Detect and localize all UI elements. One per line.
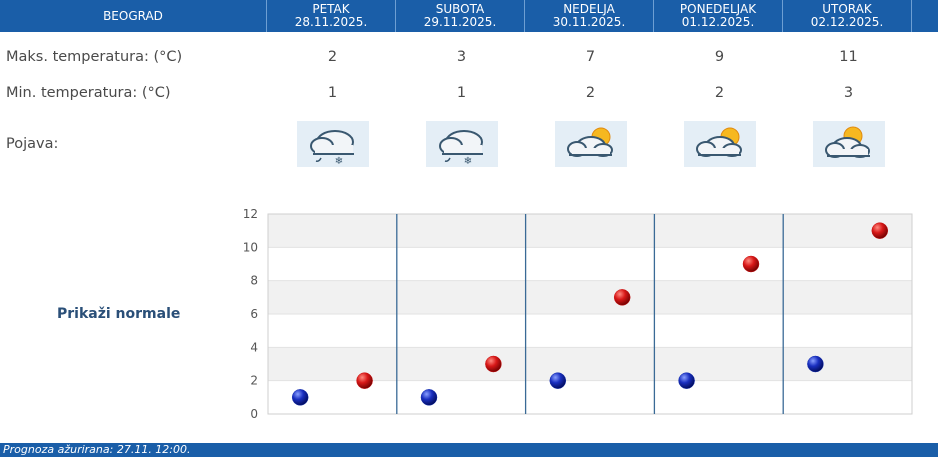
- min-temp-point: [549, 372, 567, 389]
- day-header-2: NEDELJA 30.11.2025.: [525, 0, 654, 32]
- partly-cloudy-icon: [813, 121, 885, 167]
- day-date: 01.12.2025.: [681, 15, 755, 29]
- y-tick-label: 0: [250, 407, 258, 421]
- min-temp-value: 3: [843, 85, 854, 101]
- grid-band: [268, 347, 912, 381]
- phenomenon-label: Pojava:: [6, 136, 59, 152]
- grid-band: [268, 214, 912, 248]
- day-date: 29.11.2025.: [423, 15, 497, 29]
- day-name: SUBOTA: [435, 2, 485, 16]
- temperature-chart: 0 2 4 6 8 10 12: [243, 207, 913, 421]
- show-normals-button[interactable]: Prikaži normale: [57, 306, 181, 322]
- grid-band: [268, 280, 912, 314]
- min-temp-point: [291, 389, 309, 406]
- max-temp-point: [356, 372, 373, 389]
- day-header-4: UTORAK 02.12.2025.: [783, 0, 912, 32]
- max-temp-point: [742, 255, 760, 273]
- day-name: UTORAK: [822, 2, 872, 16]
- day-date: 02.12.2025.: [810, 15, 884, 29]
- day-name: PETAK: [312, 2, 350, 16]
- max-temp-label: Maks. temperatura: (°C): [6, 49, 183, 65]
- y-tick-label: 2: [250, 374, 258, 388]
- max-temp-point: [613, 289, 631, 306]
- svg-text:❄: ❄: [335, 156, 343, 167]
- min-temp-value: 1: [327, 85, 338, 101]
- min-temp-value: 1: [456, 85, 467, 101]
- plot-border: [267, 213, 913, 415]
- min-temp-value: 2: [585, 85, 596, 101]
- max-temp-value: 3: [456, 49, 467, 65]
- day-date: 30.11.2025.: [552, 15, 626, 29]
- max-temp-value: 9: [714, 49, 725, 65]
- day-header-1: SUBOTA 29.11.2025.: [396, 0, 525, 32]
- cloud-snow-icon: ❄: [297, 121, 369, 167]
- forecast-updated-info: Prognoza ažurirana: 27.11. 12:00.: [0, 443, 938, 457]
- max-temp-point: [871, 222, 889, 239]
- min-temp-value: 2: [714, 85, 725, 101]
- day-date: 28.11.2025.: [294, 15, 368, 29]
- max-temp-point: [485, 355, 502, 373]
- day-header-0: PETAK 28.11.2025.: [267, 0, 396, 32]
- y-tick-label: 10: [243, 240, 258, 254]
- city-name: BEOGRAD: [0, 0, 267, 32]
- day-header-3: PONEDELJAK 01.12.2025.: [654, 0, 783, 32]
- y-tick-label: 12: [243, 207, 258, 221]
- day-name: PONEDELJAK: [679, 2, 757, 16]
- min-temp-label: Min. temperatura: (°C): [6, 85, 171, 101]
- day-name: NEDELJA: [563, 2, 615, 16]
- y-tick-label: 6: [250, 307, 258, 321]
- min-temp-point: [420, 389, 438, 406]
- y-tick-label: 8: [250, 274, 258, 288]
- forecast-header: BEOGRAD PETAK 28.11.2025. SUBOTA 29.11.2…: [0, 0, 938, 32]
- partly-cloudy-icon: [684, 121, 756, 167]
- max-temp-value: 7: [585, 49, 596, 65]
- min-temp-point: [678, 372, 695, 389]
- svg-text:❄: ❄: [464, 156, 472, 167]
- cloud-snow-icon: ❄: [426, 121, 498, 167]
- partly-cloudy-icon: [555, 121, 627, 167]
- min-temp-point: [807, 355, 824, 373]
- max-temp-value: 11: [839, 49, 858, 65]
- y-tick-label: 4: [250, 340, 258, 354]
- max-temp-value: 2: [327, 49, 338, 65]
